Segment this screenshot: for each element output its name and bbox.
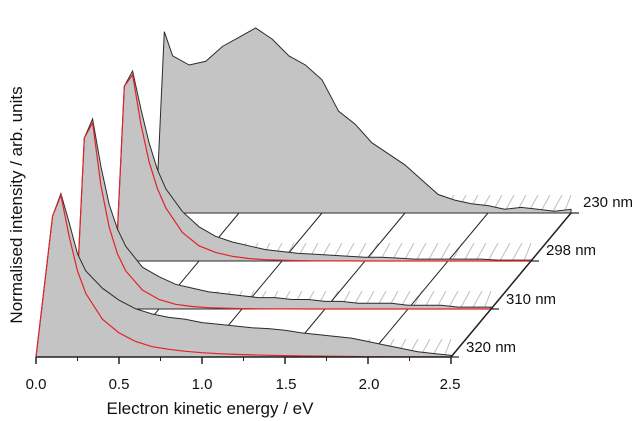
floor-hatch-line	[475, 242, 487, 262]
floor-hatch-line	[439, 242, 451, 262]
x-tick-label: 0.0	[26, 376, 47, 393]
fit-curve	[115, 73, 531, 262]
floor-hatch-line	[459, 290, 471, 310]
y-axis-title: Normalised intensity / arb. units	[7, 86, 26, 323]
floor-hatch-line	[499, 242, 511, 262]
x-tick-label: 2.5	[440, 376, 461, 393]
series-label-298nm: 298 nm	[546, 242, 596, 259]
series-label-310nm: 310 nm	[506, 291, 556, 308]
floor-hatch-line	[443, 338, 452, 358]
floor-hatch-line	[511, 242, 523, 262]
depth-gridline	[367, 212, 489, 358]
axes-layer	[35, 212, 579, 364]
x-axis-title: Electron kinetic energy / eV	[107, 399, 315, 418]
series-label-230nm: 230 nm	[583, 194, 633, 211]
floor-hatch-line	[471, 290, 483, 310]
spectrum-area	[115, 69, 532, 262]
floor-hatch-line	[523, 242, 532, 262]
series-labels: 320 nm 310 nm 298 nm 230 nm	[466, 194, 633, 356]
floor-hatch-line	[403, 242, 415, 262]
x-tick-label: 2.0	[359, 376, 380, 393]
x-tick-label: 1.5	[276, 376, 297, 393]
floor-hatch-line	[483, 290, 492, 310]
series-label-320nm: 320 nm	[466, 339, 516, 356]
floor-hatch-line	[463, 242, 475, 262]
floor-hatch-line	[487, 242, 499, 262]
floor-hatch-line	[415, 242, 427, 262]
x-tick-label: 0.5	[109, 376, 130, 393]
fit-curve	[75, 120, 491, 310]
x-tick-labels: 0.0 0.5 1.0 1.5 2.0 2.5	[26, 376, 461, 393]
x-tick-label: 1.0	[192, 376, 213, 393]
spectrum-area	[75, 117, 492, 310]
depth-axis-line	[450, 212, 572, 358]
spectrum-area	[35, 191, 452, 358]
floor-hatch-line	[427, 242, 439, 262]
spectrum-area	[155, 27, 572, 214]
curves-layer	[35, 27, 572, 358]
floor-hatch-line	[551, 194, 563, 214]
